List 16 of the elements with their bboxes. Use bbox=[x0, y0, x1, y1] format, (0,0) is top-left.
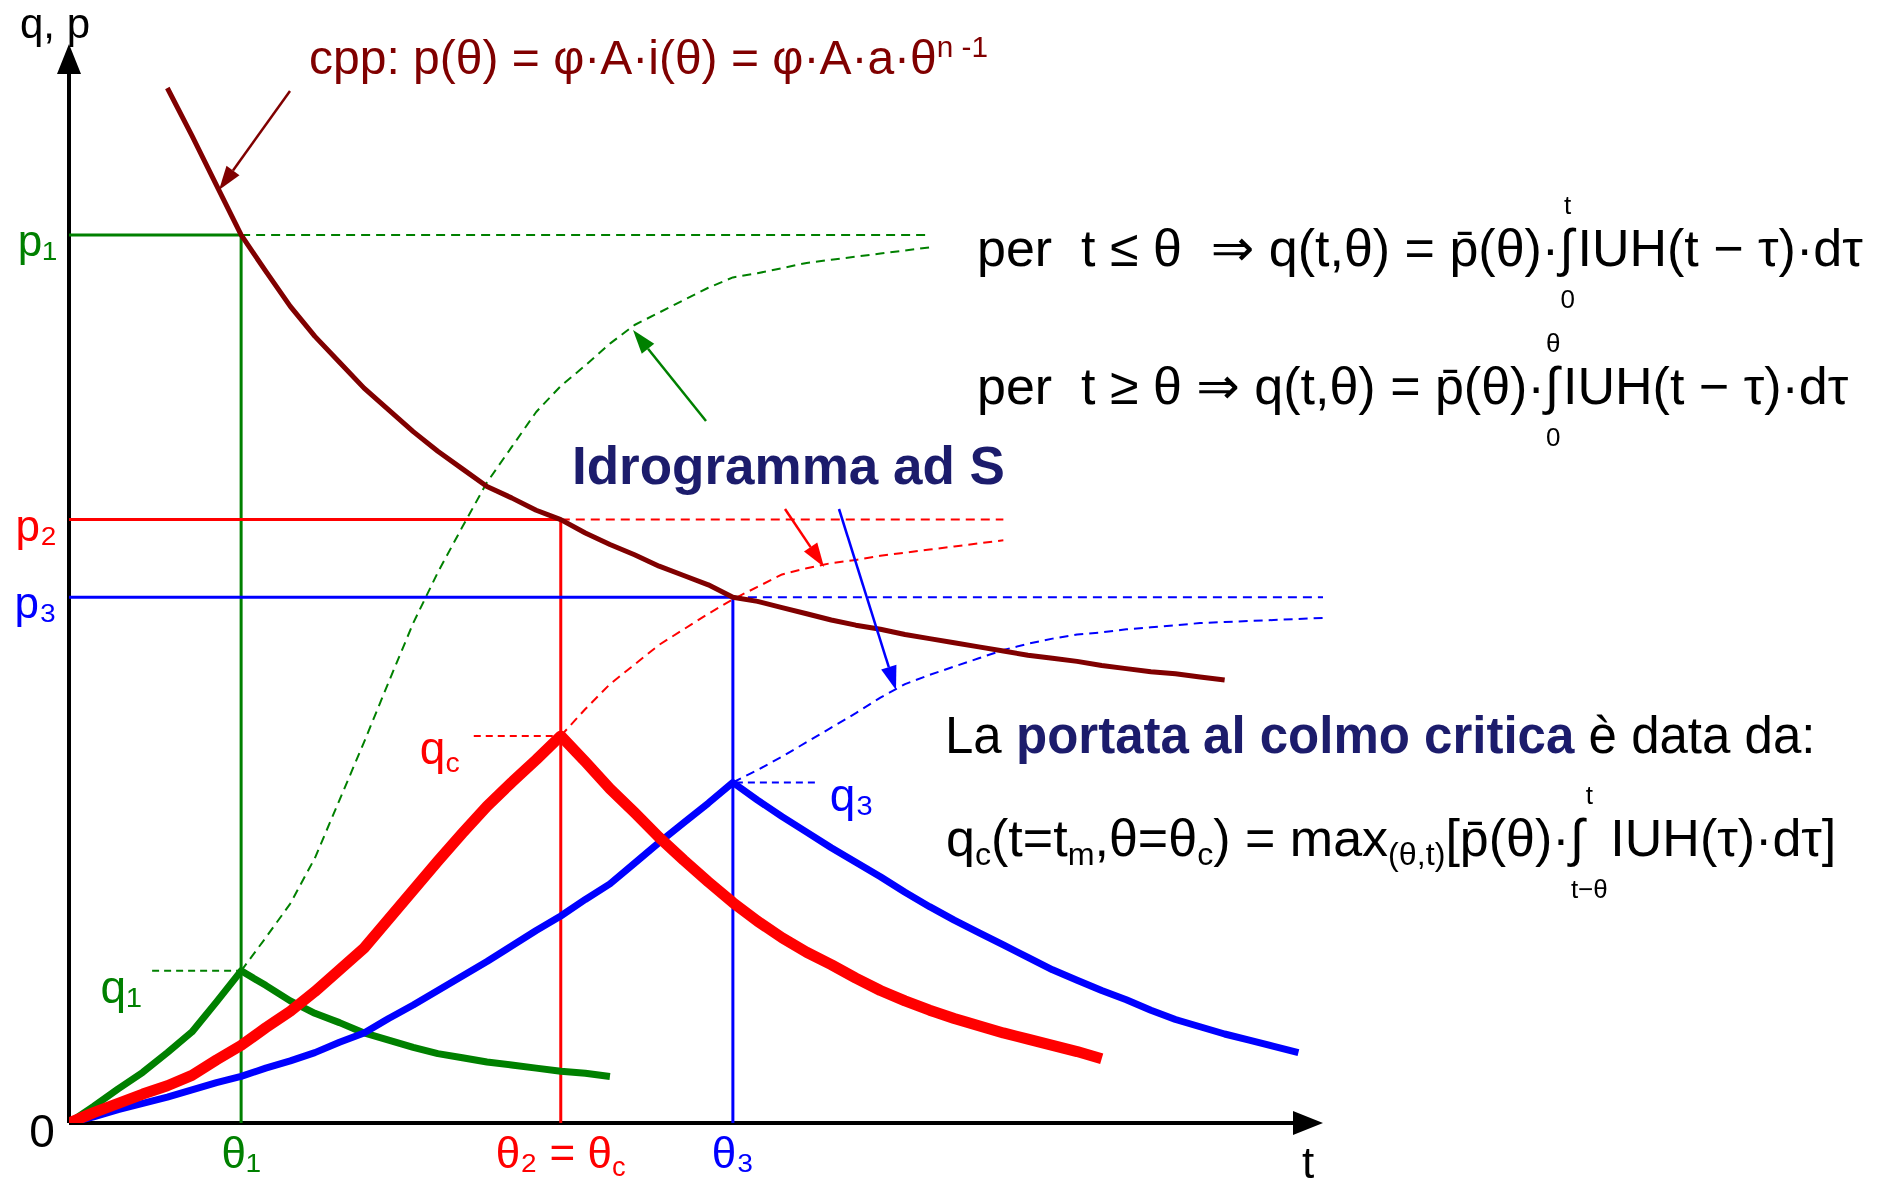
annotation: La bbox=[945, 706, 1002, 766]
x-tick-label: θ₁ bbox=[221, 1127, 261, 1179]
annotation: q$_{c}$ bbox=[419, 721, 460, 779]
text: è data da: bbox=[1588, 706, 1816, 766]
annotation: q₃ bbox=[829, 769, 875, 822]
annotation: portata al colmo critica bbox=[1016, 706, 1575, 766]
series-label: p₁ bbox=[17, 215, 57, 267]
y-axis-title: q, p bbox=[19, 0, 91, 49]
text: 0 bbox=[29, 1104, 55, 1158]
x-tick-label: θ₃ bbox=[711, 1127, 755, 1179]
text: cpp: p(θ) = φ·A·i(θ) = φ·A·a·θ$^{n -1}$ bbox=[309, 29, 989, 86]
annotation: q₁ bbox=[100, 960, 142, 1014]
x-tick-label: θ₂ = θ$_{c}$ bbox=[495, 1127, 626, 1182]
x-axis-title: t bbox=[1301, 1137, 1315, 1182]
series-label: p₃ bbox=[14, 577, 57, 629]
series-label: p₂ bbox=[15, 500, 57, 551]
